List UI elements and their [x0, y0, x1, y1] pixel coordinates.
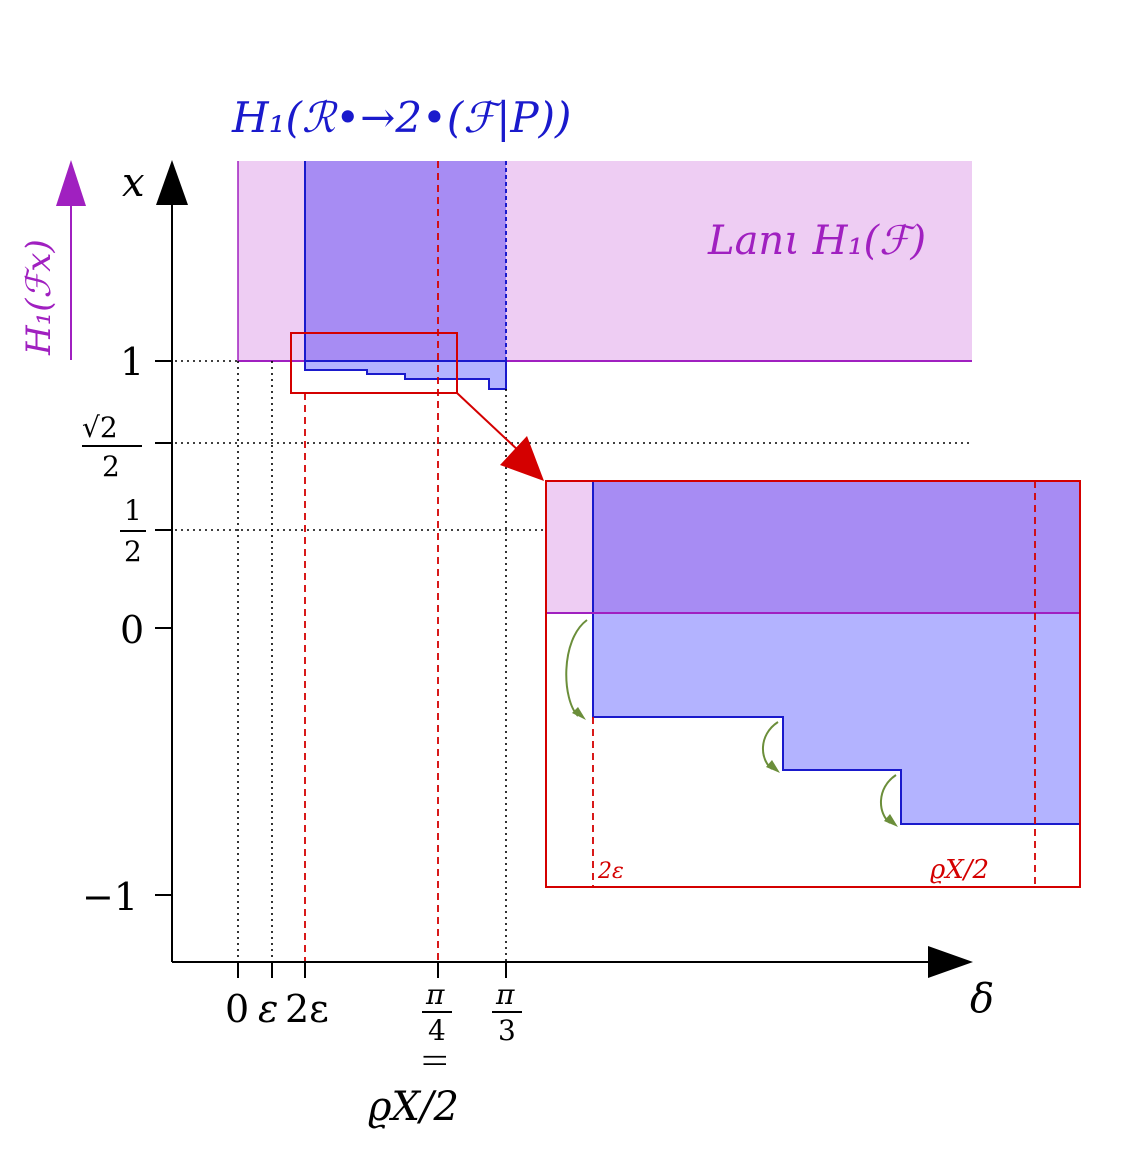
- y-tick-half-num: 1: [124, 494, 142, 527]
- x-tick-marks: [237, 962, 507, 978]
- y-axis-label: x: [122, 160, 145, 206]
- x-tick-2eps: 2ε: [285, 987, 329, 1031]
- x-tick-pi4-den: 4: [428, 1014, 446, 1047]
- zoom-arrow-head: [500, 436, 544, 481]
- x-axis-arrowhead: [928, 946, 973, 978]
- y-tick-1: 1: [120, 340, 144, 384]
- y-tick-half-den: 2: [124, 535, 142, 568]
- x-tick-pi3-den: 3: [498, 1014, 516, 1047]
- x-tick-pi3-num: π: [495, 978, 515, 1011]
- x-axis-label: δ: [970, 976, 994, 1022]
- dotted-guides: [175, 360, 972, 962]
- inset-rho-label: ϱX/2: [930, 855, 989, 885]
- side-arrow-head: [56, 160, 86, 206]
- green-arrowhead-1: [572, 707, 586, 720]
- inset-dark-band: [593, 481, 1080, 613]
- zoom-arrow-line: [456, 392, 521, 453]
- inset-2eps-label: 2ε: [597, 859, 624, 884]
- y-tick-sqrt2-den: 2: [102, 450, 120, 483]
- green-arrowhead-2: [766, 760, 780, 773]
- green-arrowhead-3: [884, 814, 898, 827]
- zoom-selection-box: [290, 332, 458, 394]
- red-dashed-guides: [304, 161, 439, 962]
- inset-frame: [545, 480, 1081, 888]
- blue-region-upper: [305, 161, 506, 361]
- y-tick-minus-1: −1: [82, 875, 138, 919]
- y-tick-marks: [155, 360, 172, 896]
- x-tick-pi4-num: π: [425, 978, 445, 1011]
- blue-region-staircase: [304, 360, 507, 390]
- green-arrow-1: [565, 619, 588, 717]
- side-label: H₁(ℱx): [19, 239, 59, 356]
- zoom-inset: 2ε ϱX/2: [545, 480, 1081, 888]
- y-tick-0: 0: [120, 608, 144, 652]
- x-tick-equals: ||: [423, 1053, 448, 1068]
- x-tick-eps: ε: [258, 987, 278, 1031]
- x-tick-0: 0: [225, 987, 249, 1031]
- y-tick-sqrt2-num: √2: [82, 411, 118, 444]
- y-axis-arrowhead: [156, 160, 188, 205]
- x-tick-rho: ϱX/2: [368, 1084, 459, 1130]
- blue-region-title: H₁(ℛ•→2•(ℱ|P)): [231, 93, 571, 142]
- lan-region-label: Lanι H₁(ℱ): [707, 218, 926, 264]
